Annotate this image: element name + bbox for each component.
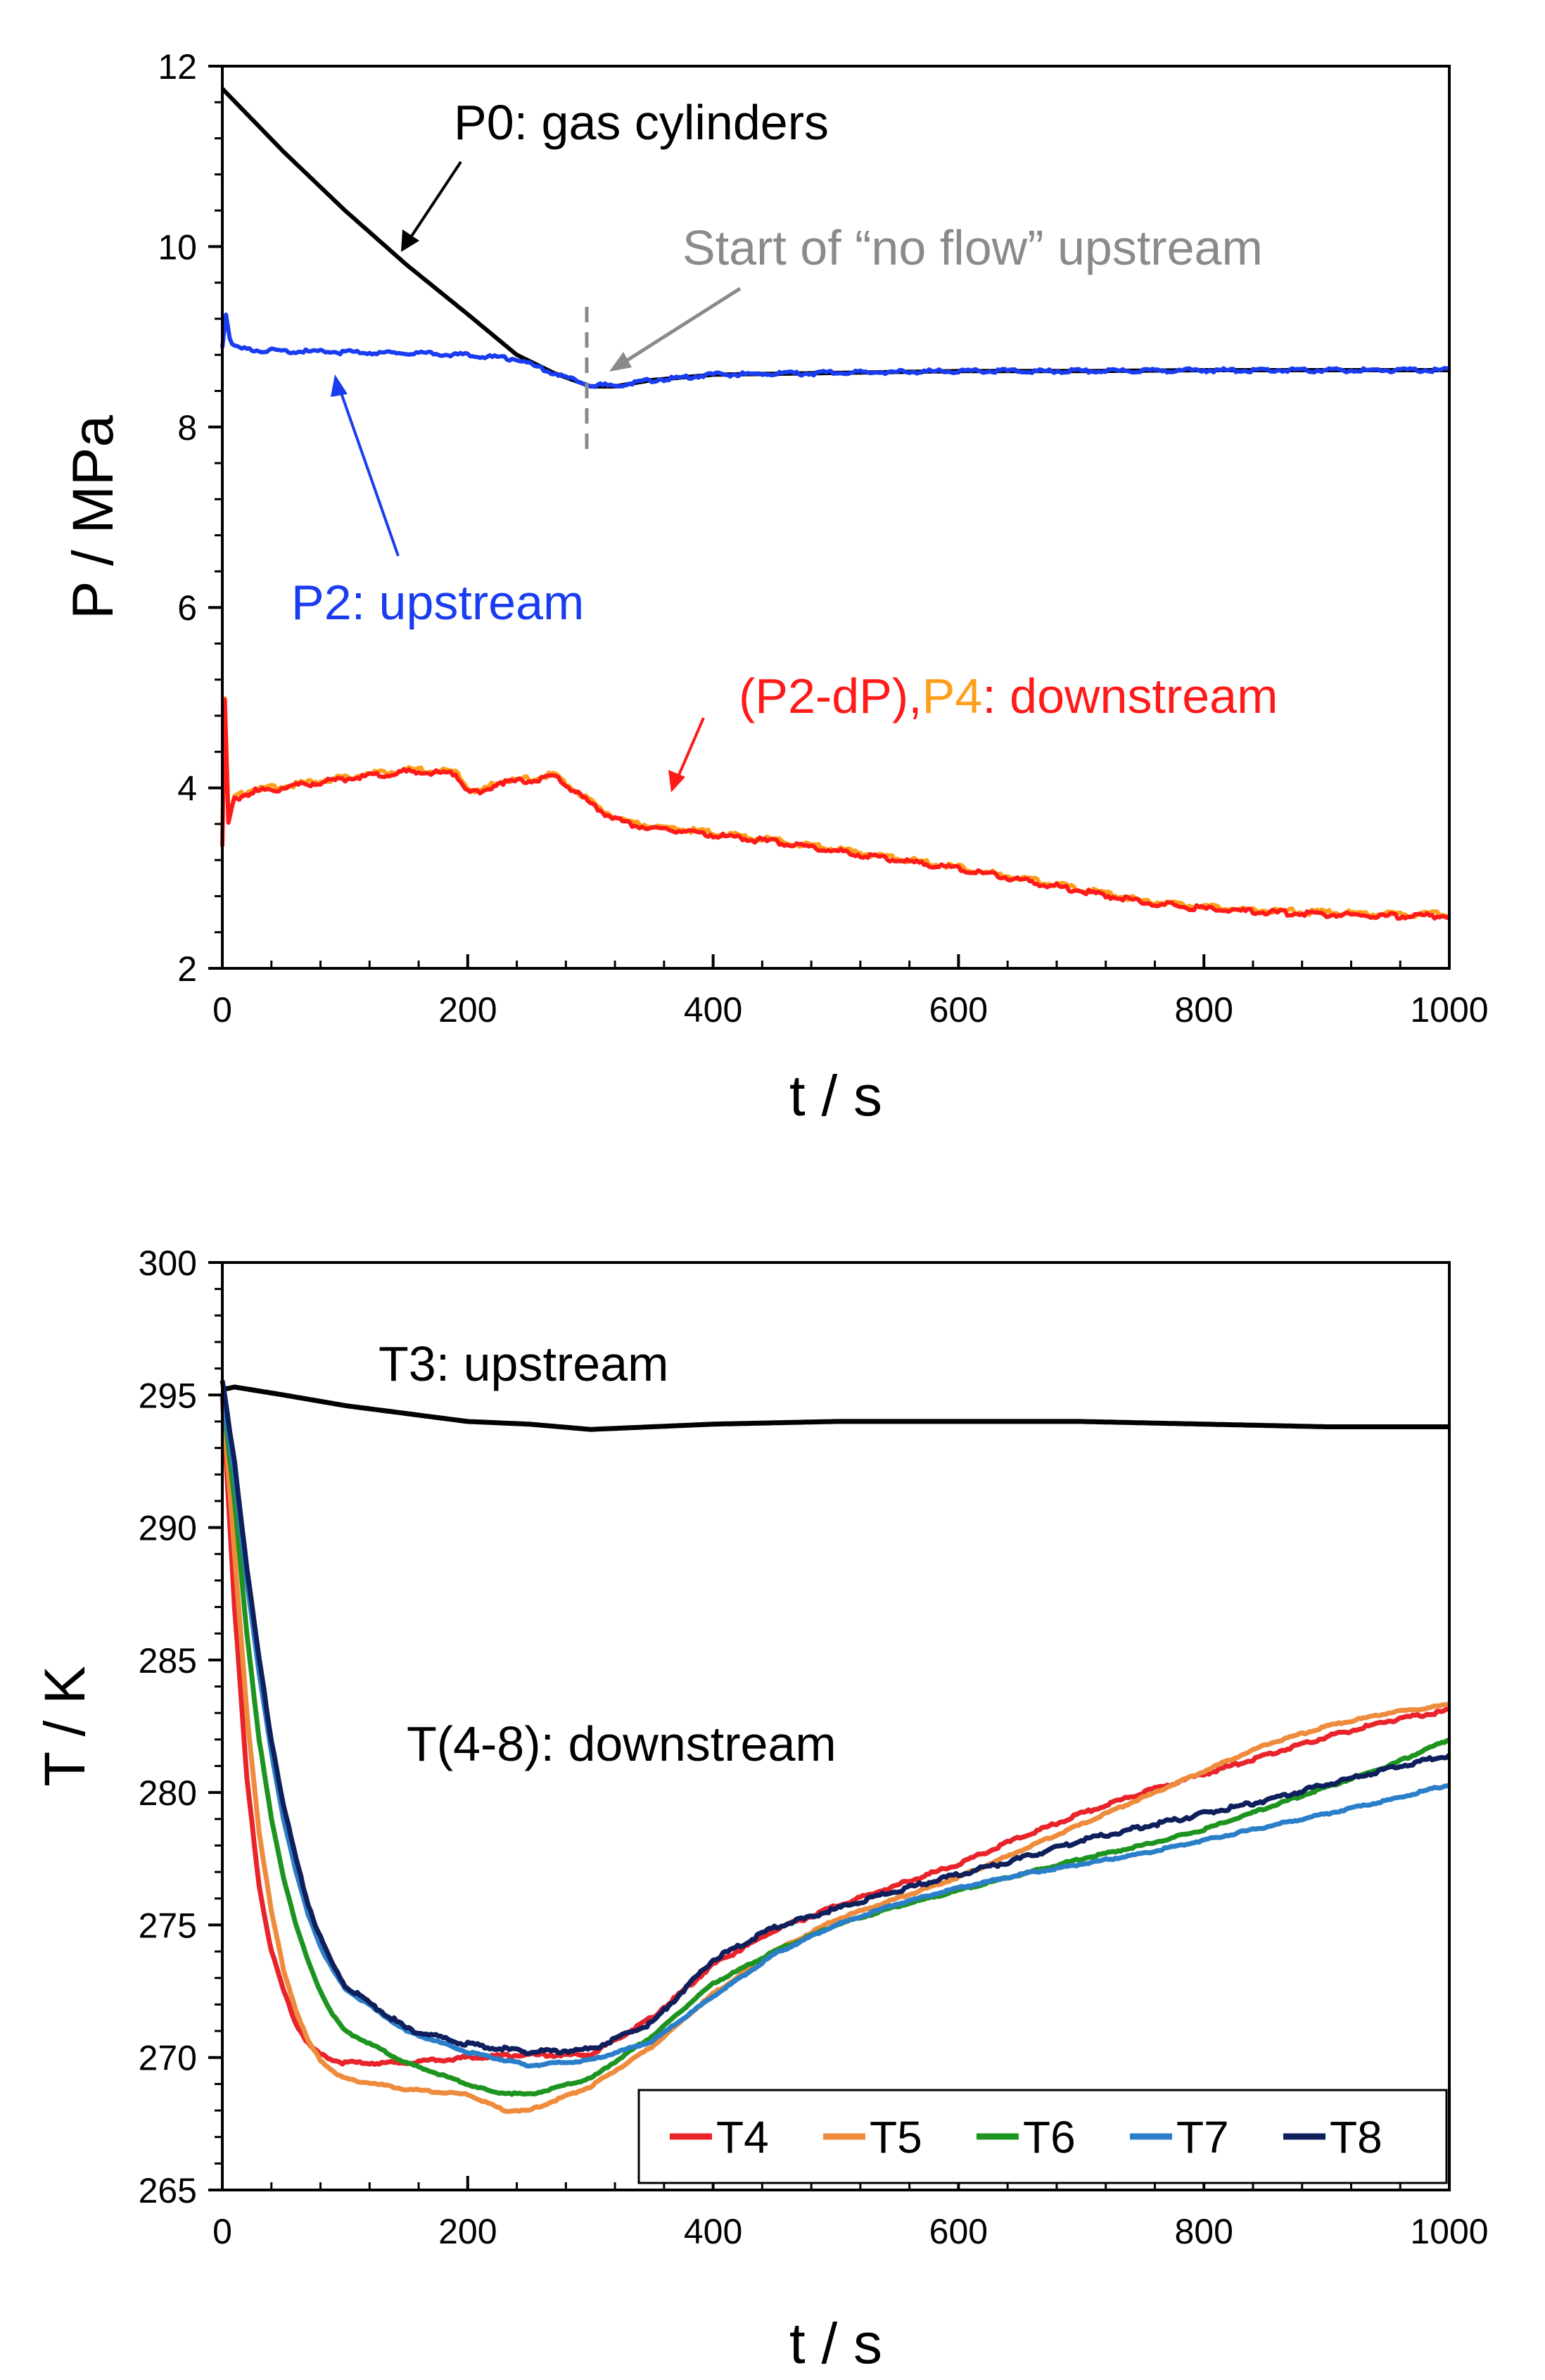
series-line-p2 (220, 312, 1450, 389)
x-tick-label: 600 (929, 990, 988, 1030)
y-tick-label: 270 (139, 2039, 197, 2078)
annotation-p4: P4 (922, 669, 983, 723)
series-line--p2-dp- (220, 697, 1451, 921)
x-tick-label: 200 (438, 2212, 497, 2251)
annotation-p2: P2: upstream (291, 575, 584, 630)
legend-label-t7: T7 (1176, 2112, 1229, 2163)
pressure-chart: 0 200 400 600 800 1000 2 4 6 8 10 12 P0: gas cylind… (61, 47, 1489, 1128)
y-tick-label: 8 (177, 408, 197, 448)
y-tick-label: 295 (139, 1376, 197, 1415)
legend-label-t8: T8 (1330, 2112, 1382, 2163)
p2-arrowhead (331, 374, 348, 397)
x-tick-label: 800 (1174, 2212, 1233, 2251)
temperature-y-axis-title: T / K (33, 1666, 97, 1787)
series-line-p4 (220, 696, 1450, 919)
y-tick-label: 4 (177, 769, 197, 809)
y-tick-label: 280 (139, 1773, 197, 1813)
x-tick-label: 0 (212, 990, 232, 1030)
temperature-ticks: 0 200 400 600 800 1000 265 270 275 280 285 290 295 30… (139, 1243, 1489, 2251)
y-tick-label: 10 (158, 227, 197, 267)
y-tick-label: 285 (139, 1641, 197, 1680)
legend-items: T4 T5 T6 T7 T8 (670, 2112, 1382, 2163)
annotation-t4-8: T(4-8): downstream (407, 1716, 837, 1771)
y-tick-label: 290 (139, 1509, 197, 1548)
legend-label-t5: T5 (870, 2112, 922, 2163)
p0-arrowhead (401, 229, 419, 252)
downstream-arrowhead (668, 770, 685, 792)
no-flow-arrow (621, 286, 742, 365)
series-line-t7 (220, 1394, 1450, 2069)
downstream-arrow (675, 717, 705, 780)
x-tick-label: 400 (684, 2212, 742, 2251)
temperature-x-axis-title: t / s (789, 2312, 882, 2376)
annotation-downstream: (P2-dP),P4: downstream (739, 669, 1278, 723)
x-tick-label: 600 (929, 2212, 988, 2251)
annotation-p2dp: (P2-dP), (739, 669, 922, 723)
annotation-no-flow: Start of “no flow” upstream (682, 220, 1263, 275)
y-tick-label: 2 (177, 949, 197, 989)
series-line-t3 (222, 1384, 1449, 1432)
y-tick-label: 275 (139, 1906, 197, 1945)
y-tick-label: 6 (177, 588, 197, 628)
legend: T4 T5 T6 T7 T8 (637, 2089, 1448, 2184)
annotation-p0: P0: gas cylinders (454, 95, 829, 150)
legend-label-t4: T4 (716, 2112, 769, 2163)
y-tick-label: 12 (158, 47, 197, 87)
temperature-chart: 0 200 400 600 800 1000 265 270 275 280 285 290 295 30… (33, 1243, 1489, 2376)
p0-arrow (408, 160, 462, 241)
series-line-t8 (220, 1380, 1451, 2056)
legend-label-t6: T6 (1023, 2112, 1076, 2163)
temperature-series-group (220, 1380, 1451, 2114)
pressure-y-axis-title: P / MPa (61, 415, 125, 620)
x-tick-label: 0 (212, 2212, 232, 2251)
no-flow-arrowhead (609, 352, 632, 372)
x-tick-label: 400 (684, 990, 742, 1030)
pressure-x-axis-title: t / s (789, 1064, 882, 1128)
pressure-series-group (220, 87, 1451, 921)
y-tick-label: 265 (139, 2171, 197, 2210)
temperature-plot-frame (221, 1261, 1451, 2191)
x-tick-label: 800 (1174, 990, 1233, 1030)
pressure-ticks: 0 200 400 600 800 1000 2 4 6 8 10 12 (158, 47, 1488, 1030)
x-tick-label: 200 (438, 990, 497, 1030)
annotation-arrows (331, 160, 742, 792)
series-line-t5 (220, 1395, 1451, 2114)
p2-arrow (338, 386, 400, 557)
annotation-t3: T3: upstream (379, 1336, 668, 1391)
x-tick-label: 1000 (1410, 2212, 1488, 2251)
y-tick-label: 300 (139, 1243, 197, 1283)
pressure-plot-frame (221, 65, 1451, 970)
annotation-downstream-suffix: : downstream (982, 669, 1278, 723)
x-tick-label: 1000 (1410, 990, 1488, 1030)
